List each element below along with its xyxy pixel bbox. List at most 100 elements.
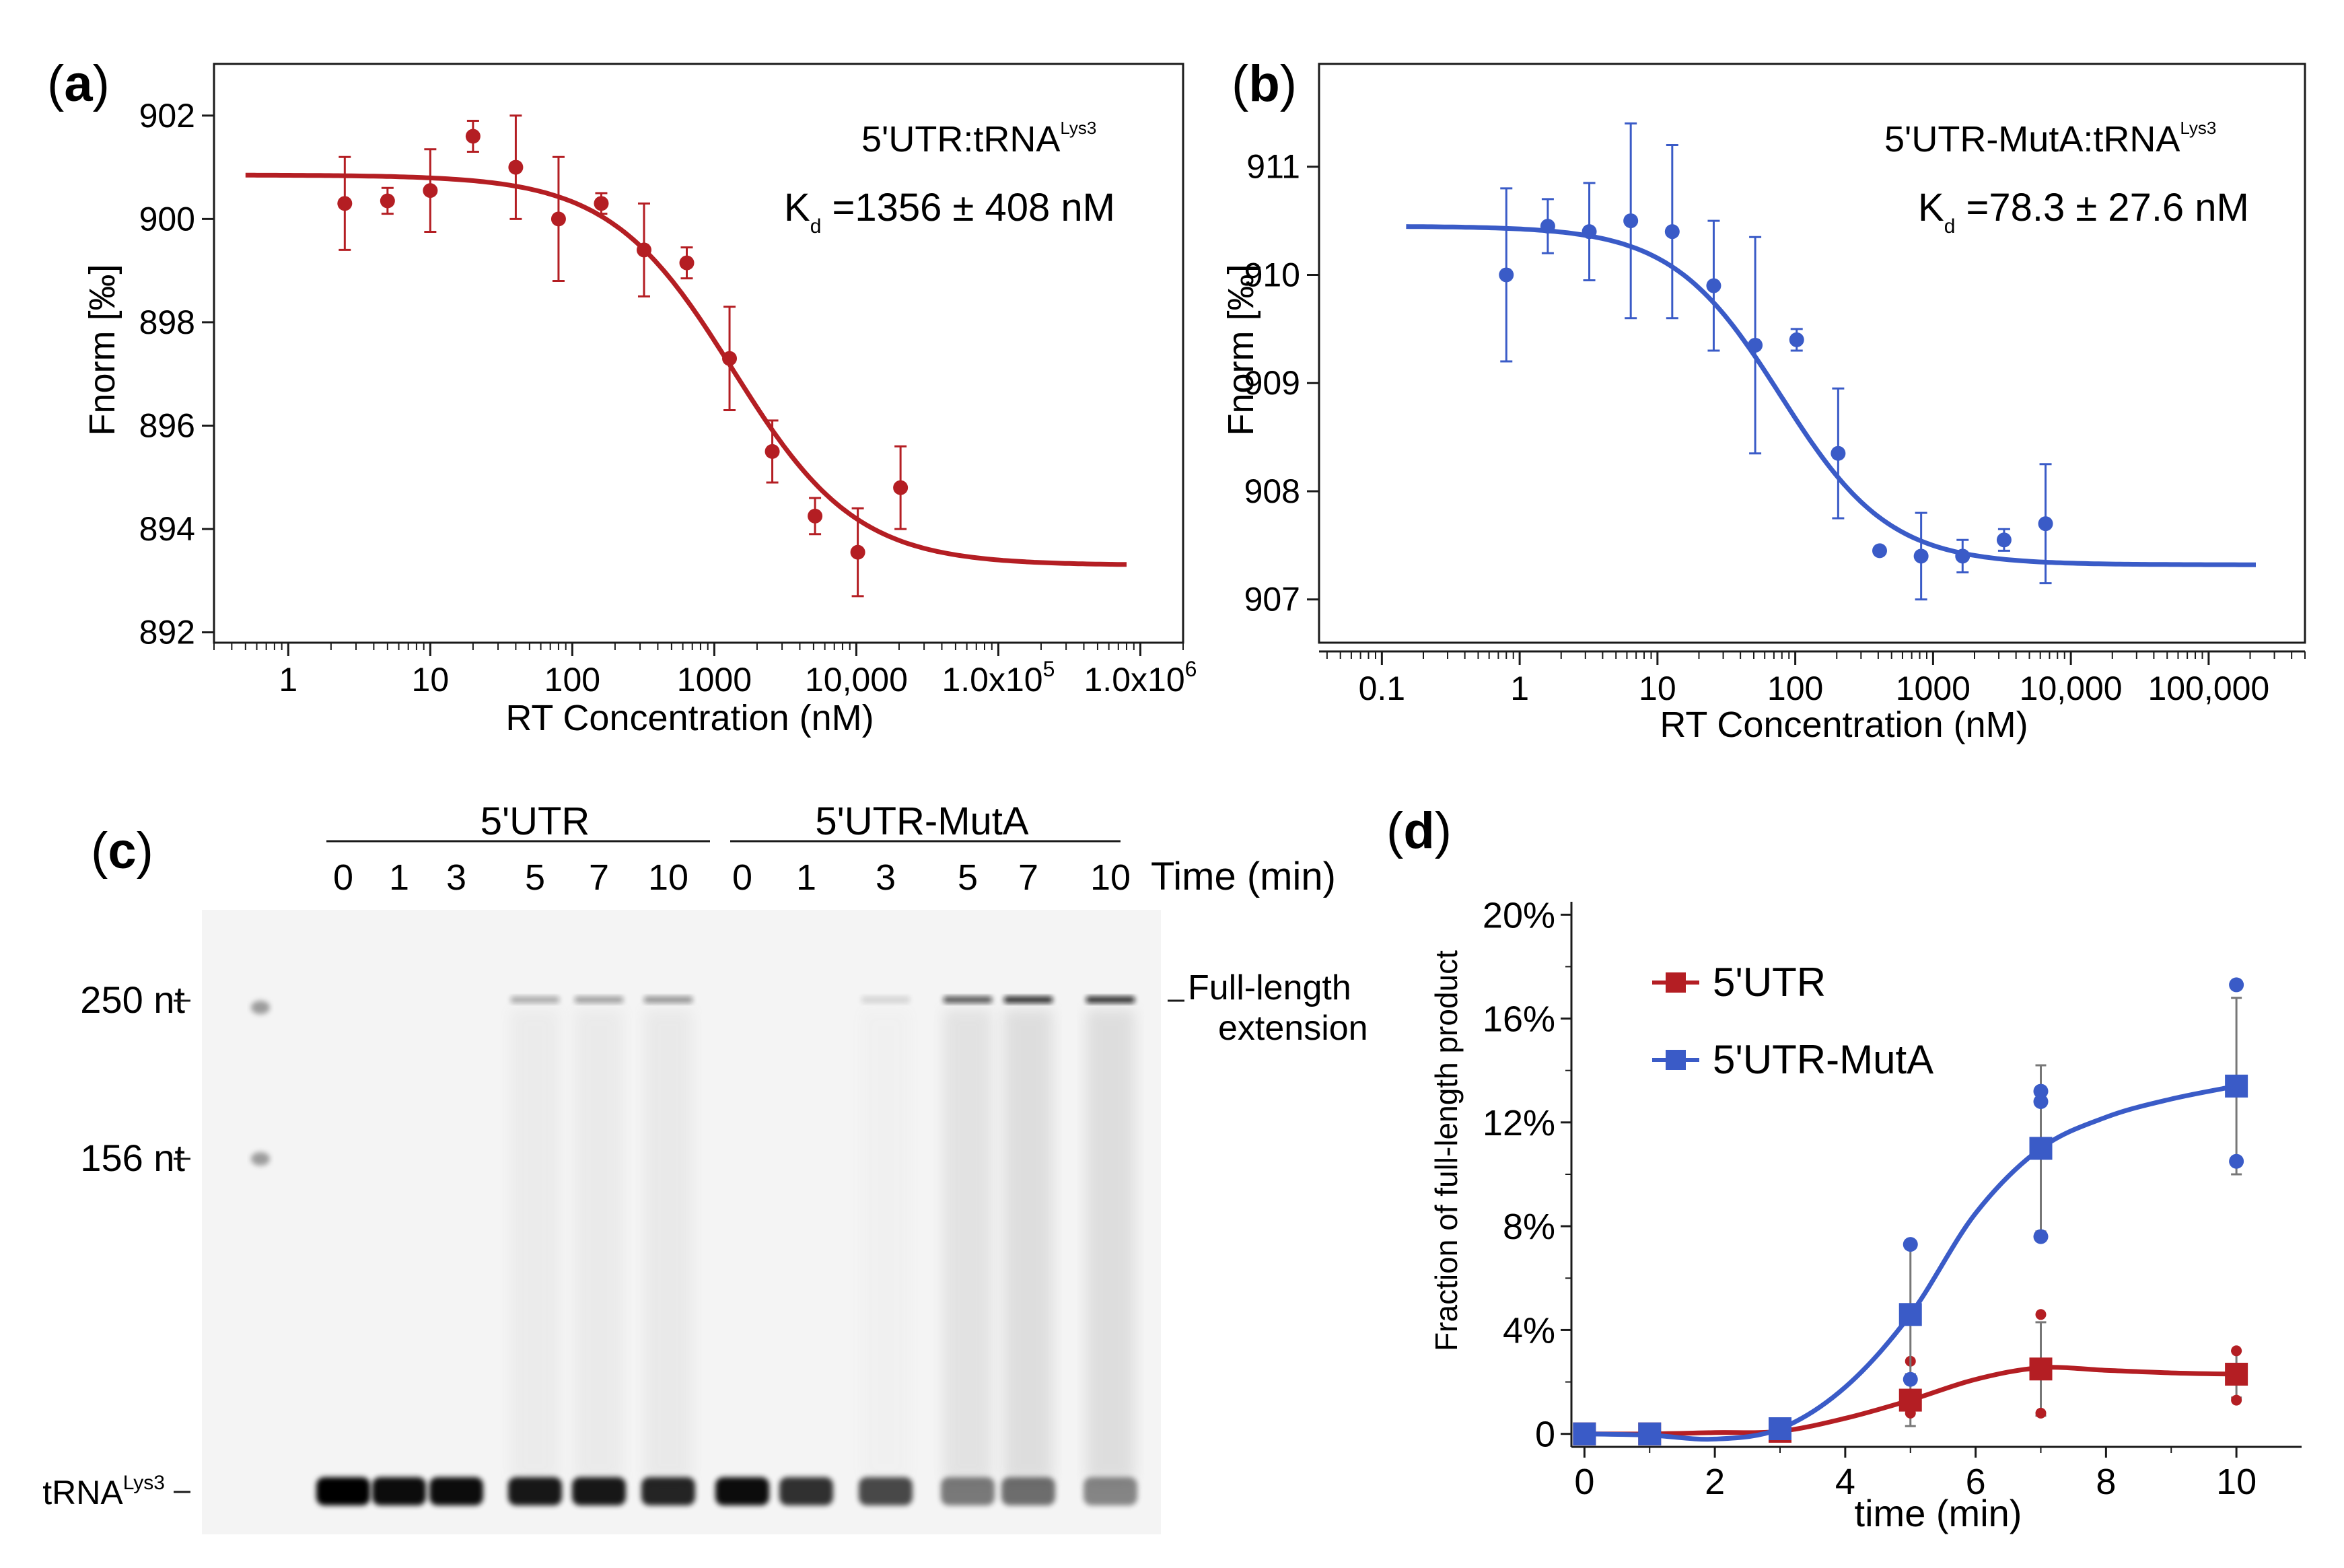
lane-time-label: 0: [732, 857, 752, 898]
data-point: [508, 114, 524, 220]
data-point: [1706, 219, 1721, 352]
point-marker: [722, 351, 738, 366]
replicate-dot: [2033, 1083, 2049, 1099]
panel-b-kd-sub: d: [1944, 215, 1956, 238]
y-tick-label: 894: [139, 510, 195, 548]
panel-a-ylabel: Fnorm [‰]: [82, 264, 122, 435]
replicate-dot: [2231, 1394, 2242, 1406]
y-tick-label: 908: [1244, 472, 1300, 510]
fit-curve-line: [245, 172, 1127, 567]
panel-a: (a) 5'UTR:tRNALys3 Kd =1356 ± 408 nM RT …: [47, 55, 1197, 738]
point-marker: [380, 193, 395, 209]
data-point: [1955, 538, 1970, 574]
point-marker: [893, 480, 909, 495]
y-tick-label: 8%: [1503, 1207, 1555, 1247]
panel-b-kd: Kd =78.3 ± 27.6 nM: [1918, 186, 2249, 238]
y-tick-label: 12%: [1483, 1103, 1555, 1143]
panel-d-axes: 0 2 4 6 8 10 0 4% 8% 12% 16% 20%: [1483, 895, 2302, 1502]
lane-time-label: 3: [876, 857, 896, 898]
full-length-band: [944, 997, 992, 1003]
data-point: [594, 192, 609, 215]
mean-marker: [1573, 1422, 1596, 1446]
ladder-band: [251, 1001, 270, 1014]
lane-smear: [511, 1009, 559, 1481]
panel-a-title: 5'UTR:tRNALys3: [861, 118, 1096, 159]
replicate-dot: [1903, 1237, 1918, 1252]
point-marker: [808, 508, 823, 524]
panel-b-title-sup: Lys3: [2180, 118, 2216, 138]
trna-band: [572, 1477, 626, 1505]
mean-marker: [1769, 1417, 1791, 1440]
point-marker: [636, 242, 651, 258]
fit-curve-line: [1406, 224, 2256, 567]
point-marker: [1872, 543, 1888, 559]
data-point: [1872, 543, 1888, 559]
legend-5utr-label: 5'UTR: [1713, 960, 1826, 1005]
panel-b-xlabel: RT Concentration (nM): [1660, 705, 2028, 745]
point-marker: [508, 159, 524, 175]
x-tick-label: 2: [1705, 1462, 1725, 1502]
marker-250-label: 250 nt: [80, 978, 185, 1021]
replicate-dot: [2229, 1153, 2244, 1169]
full-length-band: [575, 997, 623, 1003]
panel-b-axes: 0.1 1 10 100 1000 10,000 100,000 907 908 909 910 91…: [1244, 148, 2306, 707]
point-marker: [1499, 267, 1514, 283]
y-tick-label: 909: [1244, 364, 1300, 402]
lane-time-label: 10: [1090, 857, 1131, 898]
replicate-dot: [1903, 1371, 1918, 1387]
x-tick-label: 10: [1639, 670, 1676, 707]
full-length-band: [644, 997, 692, 1003]
lane-smear: [644, 1009, 692, 1481]
data-point: [1582, 182, 1597, 281]
data-point: [1623, 122, 1639, 320]
x-tick-label: 1: [1510, 670, 1529, 707]
lane-time-label: 5: [958, 857, 978, 898]
x-tick-label: 10,000: [805, 661, 908, 699]
y-tick-label: 892: [139, 614, 195, 651]
data-point: [1913, 511, 1929, 601]
panel-b-kd-symbol: K: [1918, 186, 1944, 229]
data-point: [423, 148, 438, 234]
trna-band: [429, 1477, 483, 1505]
point-marker: [1706, 278, 1721, 293]
replicate-dot: [2229, 977, 2244, 993]
data-point: [551, 155, 566, 282]
lane-time-label: 10: [648, 857, 688, 898]
panel-b-ylabel: Fnorm [‰]: [1221, 264, 1261, 435]
data-point: [893, 445, 909, 530]
replicate-dot: [2035, 1407, 2047, 1419]
panel-a-kd: Kd =1356 ± 408 nM: [784, 186, 1115, 238]
point-marker: [551, 211, 566, 227]
point-marker: [1623, 213, 1639, 229]
point-marker: [1913, 548, 1929, 564]
trna-band: [641, 1477, 695, 1505]
mean-marker: [1898, 1303, 1922, 1326]
panel-a-axes: 1 10 100 1000 10,000 1.0x105 1.0x106 892 894 896 8…: [139, 97, 1197, 699]
x-tick-label: 6: [1966, 1462, 1986, 1502]
lane-smear: [575, 1009, 623, 1481]
legend-muta-label: 5'UTR-MutA: [1713, 1037, 1933, 1082]
y-tick-label: 898: [139, 304, 195, 341]
panel-b-fit-curve: [1406, 224, 2256, 567]
ladder-band: [251, 1152, 270, 1166]
point-marker: [765, 443, 780, 459]
point-marker: [2038, 516, 2053, 532]
legend-5utr-marker: [1666, 972, 1686, 993]
panel-b-letter: b: [1248, 55, 1279, 112]
data-point: [2038, 463, 2053, 585]
mean-marker: [2225, 1363, 2248, 1386]
y-tick-label: 911: [1246, 148, 1300, 186]
x-tick-label: 10,000: [2020, 670, 2123, 707]
panel-b-points: [1499, 122, 2053, 601]
data-point: [1499, 187, 1514, 363]
lane-time-label: 0: [333, 857, 353, 898]
full-length-band: [511, 997, 559, 1003]
gel-group-label-1: 5'UTR: [481, 799, 590, 843]
mean-marker: [2029, 1357, 2053, 1381]
y-tick-label: 4%: [1503, 1310, 1555, 1351]
x-tick-label: 4: [1835, 1462, 1855, 1502]
x-tick-label: 1.0x106: [1084, 657, 1197, 699]
full-length-band: [1086, 997, 1135, 1003]
y-tick-label: 0: [1535, 1415, 1555, 1455]
point-marker: [1664, 224, 1680, 240]
